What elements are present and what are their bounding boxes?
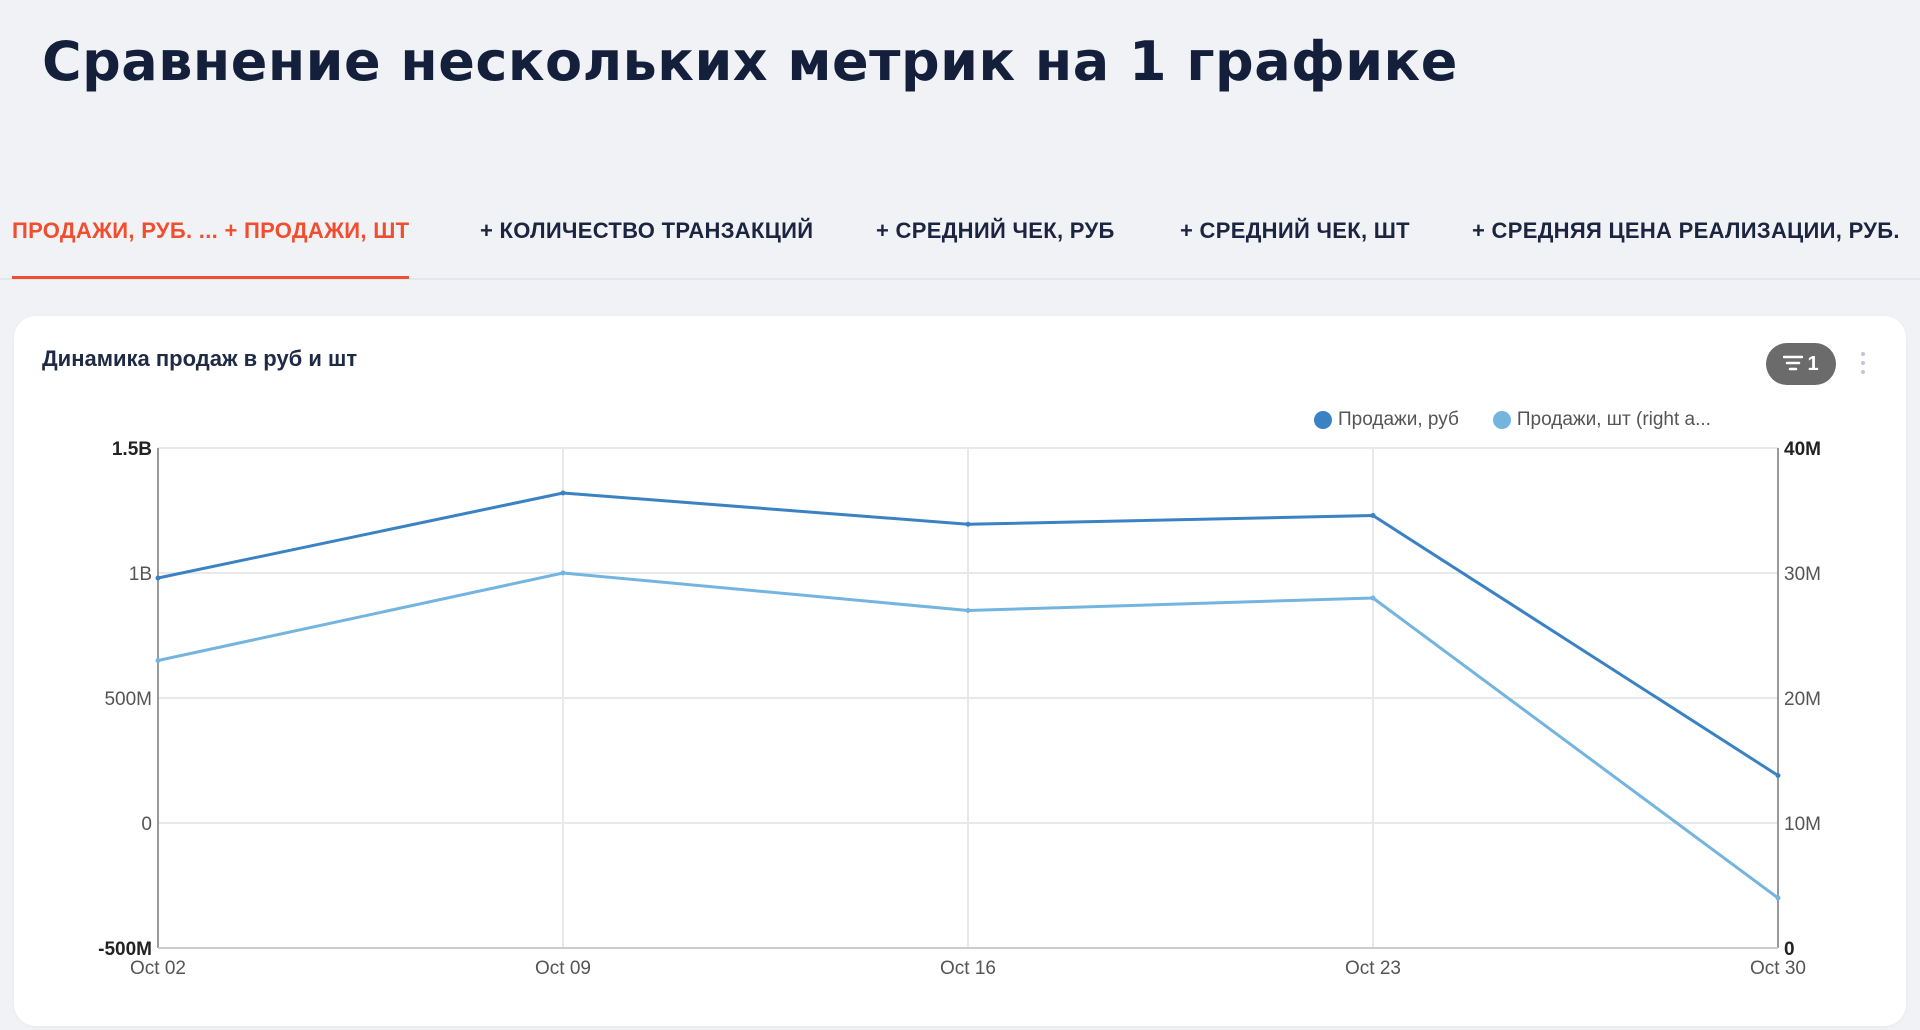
data-point-rub: [155, 575, 161, 581]
tab-avg-price[interactable]: + СРЕДНЯЯ ЦЕНА РЕАЛИЗАЦИИ, РУБ.: [1472, 218, 1900, 243]
filter-icon: [1783, 355, 1804, 371]
x-tick-label: Oct 23: [1345, 958, 1401, 979]
chart-title: Динамика продаж в руб и шт: [42, 346, 358, 371]
kebab-menu-icon[interactable]: [1857, 346, 1869, 380]
y-left-tick-label: 1.5B: [112, 439, 152, 460]
tab-avg-check-sht[interactable]: + СРЕДНИЙ ЧЕК, ШТ: [1180, 218, 1410, 243]
page-title: Сравнение нескольких метрик на 1 графике: [42, 30, 1458, 93]
data-point-rub: [560, 490, 566, 496]
legend-item-rub[interactable]: Продажи, руб: [1314, 409, 1459, 431]
x-tick-label: Oct 16: [940, 958, 996, 979]
tab-avg-check-rub[interactable]: + СРЕДНИЙ ЧЕК, РУБ: [876, 218, 1115, 243]
legend-dot-rub: [1314, 411, 1332, 429]
y-right-tick-label: 40M: [1784, 439, 1821, 460]
x-tick-label: Oct 30: [1750, 958, 1806, 979]
metric-tabs: ПРОДАЖИ, РУБ. ... + ПРОДАЖИ, ШТ + КОЛИЧЕ…: [0, 200, 1920, 280]
legend-label-rub: Продажи, руб: [1338, 409, 1459, 430]
data-point-sht: [155, 658, 161, 663]
tab-transactions[interactable]: + КОЛИЧЕСТВО ТРАНЗАКЦИЙ: [480, 218, 814, 243]
y-right-tick-label: 30M: [1784, 564, 1821, 585]
x-tick-label: Oct 02: [130, 958, 186, 979]
filter-count: 1: [1807, 352, 1819, 375]
data-point-sht: [560, 570, 566, 576]
chart-legend: Продажи, руб Продажи, шт (right a...: [1314, 409, 1711, 431]
data-point-sht: [1370, 595, 1376, 601]
filter-badge[interactable]: 1: [1766, 343, 1836, 385]
y-left-tick-label: 1B: [129, 564, 152, 585]
data-point-sht: [965, 608, 971, 613]
y-right-tick-label: 20M: [1784, 689, 1821, 710]
y-left-tick-label: -500M: [98, 939, 152, 960]
y-right-tick-label: 0: [1784, 939, 1795, 960]
data-point-rub: [965, 521, 971, 527]
line-chart: 1.5B 1B 500M 0 -500M 40M 30M 20M 10M 0 Oct 02 Oct 0…: [98, 439, 1821, 979]
tab-sales-rub-sht[interactable]: ПРОДАЖИ, РУБ. ... + ПРОДАЖИ, ШТ: [12, 218, 410, 279]
data-point-sht: [1775, 895, 1781, 901]
legend-label-sht: Продажи, шт (right a...: [1516, 409, 1711, 430]
y-left-tick-label: 0: [141, 814, 152, 835]
y-left-tick-label: 500M: [104, 689, 152, 710]
data-point-rub: [1370, 513, 1376, 518]
legend-dot-sht: [1492, 411, 1511, 429]
x-tick-label: Oct 09: [535, 958, 591, 979]
legend-item-sht[interactable]: Продажи, шт (right a...: [1492, 409, 1711, 431]
chart-card: Динамика продаж в руб и шт 1 Продажи, ру…: [14, 316, 1906, 1026]
data-point-rub: [1775, 773, 1781, 778]
y-right-tick-label: 10M: [1784, 814, 1821, 835]
